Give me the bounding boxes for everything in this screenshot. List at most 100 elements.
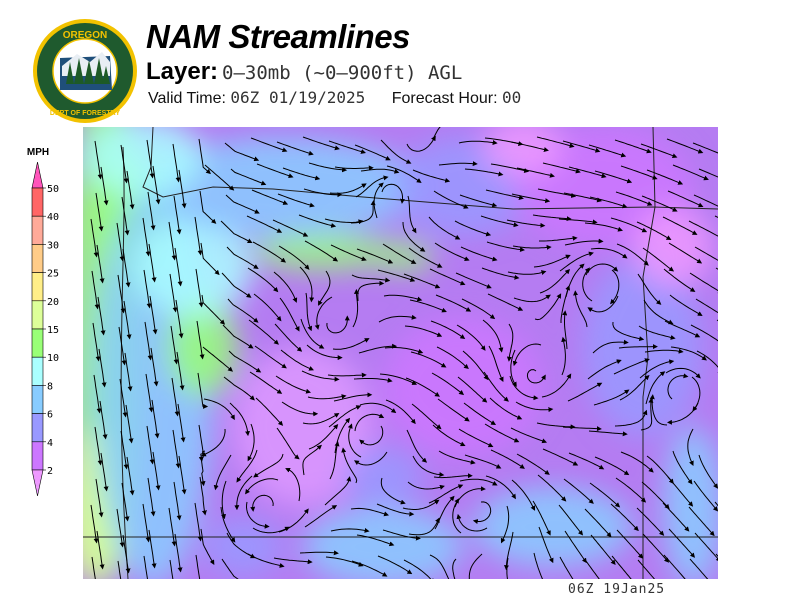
streamline [637, 273, 662, 305]
streamline [117, 274, 126, 314]
streamline [672, 450, 693, 485]
streamline [147, 191, 156, 231]
streamline [360, 168, 400, 174]
legend-bin-8-10 [31, 356, 44, 386]
streamline [99, 400, 108, 440]
valid-time-line: Valid Time: 06Z 01/19/2025 Forecast Hour… [148, 88, 521, 108]
streamline [464, 454, 502, 469]
streamline [380, 477, 406, 505]
streamline [618, 344, 658, 350]
streamline [147, 477, 156, 517]
streamline [94, 426, 103, 466]
streamline [459, 194, 498, 208]
streamline [694, 246, 718, 261]
streamline [273, 271, 298, 303]
streamline [568, 166, 607, 179]
streamline [406, 429, 428, 463]
streamline [178, 169, 187, 209]
streamline [272, 219, 309, 237]
streamline [285, 467, 301, 502]
streamline [122, 534, 131, 574]
streamline [432, 127, 441, 140]
streamline [662, 216, 698, 235]
streamline [380, 139, 412, 164]
streamline [301, 370, 340, 382]
streamline [118, 326, 127, 366]
streamline [328, 405, 362, 428]
streamline [329, 441, 340, 480]
streamline [171, 377, 180, 417]
streamline [125, 404, 134, 444]
streamline [356, 534, 395, 547]
map-timestamp: 06Z 19Jan25 [568, 582, 666, 597]
streamline [224, 142, 260, 162]
streamline [639, 359, 675, 379]
streamline [665, 367, 701, 379]
speed-shading [143, 137, 423, 237]
streamline [220, 506, 236, 543]
streamline [357, 280, 385, 302]
streamline [490, 449, 525, 469]
streamline [302, 444, 322, 476]
streamline [245, 478, 279, 495]
streamline [642, 533, 670, 563]
legend-bin-30-40 [31, 215, 44, 245]
streamline [481, 267, 520, 280]
streamline [302, 136, 340, 151]
streamline [384, 347, 424, 354]
streamline [223, 376, 255, 401]
streamline [534, 293, 562, 321]
streamline [533, 254, 571, 268]
streamline [429, 268, 466, 286]
streamline [172, 143, 181, 183]
streamline [562, 310, 568, 350]
streamline [433, 473, 473, 479]
streamline [558, 504, 584, 536]
streamline [213, 454, 232, 491]
legend-bin-25-30 [31, 244, 44, 273]
streamline [324, 218, 364, 225]
streamline [636, 221, 672, 241]
streamline [176, 351, 185, 391]
streamline [463, 402, 497, 425]
streamline [300, 318, 325, 349]
streamline [330, 244, 367, 262]
streamline [148, 529, 157, 569]
streamline [326, 315, 350, 334]
streamline [229, 402, 250, 437]
streamline [582, 267, 593, 302]
streamline [510, 349, 517, 388]
streamline [645, 371, 666, 405]
streamline [573, 290, 588, 328]
streamline [173, 195, 182, 235]
streamline [588, 430, 628, 437]
streamline [378, 314, 417, 323]
streamline [195, 268, 204, 308]
streamline [689, 272, 718, 294]
streamline [204, 164, 235, 191]
streamline [152, 165, 161, 205]
streamline [558, 218, 598, 225]
streamline [690, 324, 718, 342]
streamline [359, 425, 384, 446]
oregon-department-of-forestry-logo: OREGON DEPT OF FORESTRY [33, 19, 137, 123]
speed-shading [343, 447, 423, 507]
streamline [95, 478, 104, 518]
streamline [116, 508, 125, 548]
speed-shading [483, 127, 563, 177]
streamline [620, 165, 658, 180]
streamline [462, 350, 489, 381]
streamline [173, 481, 182, 521]
layer-line: Layer: 0–30mb (~0–900ft) AGL [146, 58, 462, 86]
streamline [276, 141, 314, 156]
streamline [146, 139, 155, 179]
streamline [694, 532, 718, 562]
legend-tick-label: 15 [47, 325, 59, 336]
streamline [640, 143, 678, 159]
streamline [221, 480, 227, 520]
streamline [500, 505, 510, 544]
streamline [407, 195, 417, 234]
streamline [120, 430, 129, 470]
streamline [452, 558, 457, 579]
streamline [280, 349, 315, 371]
